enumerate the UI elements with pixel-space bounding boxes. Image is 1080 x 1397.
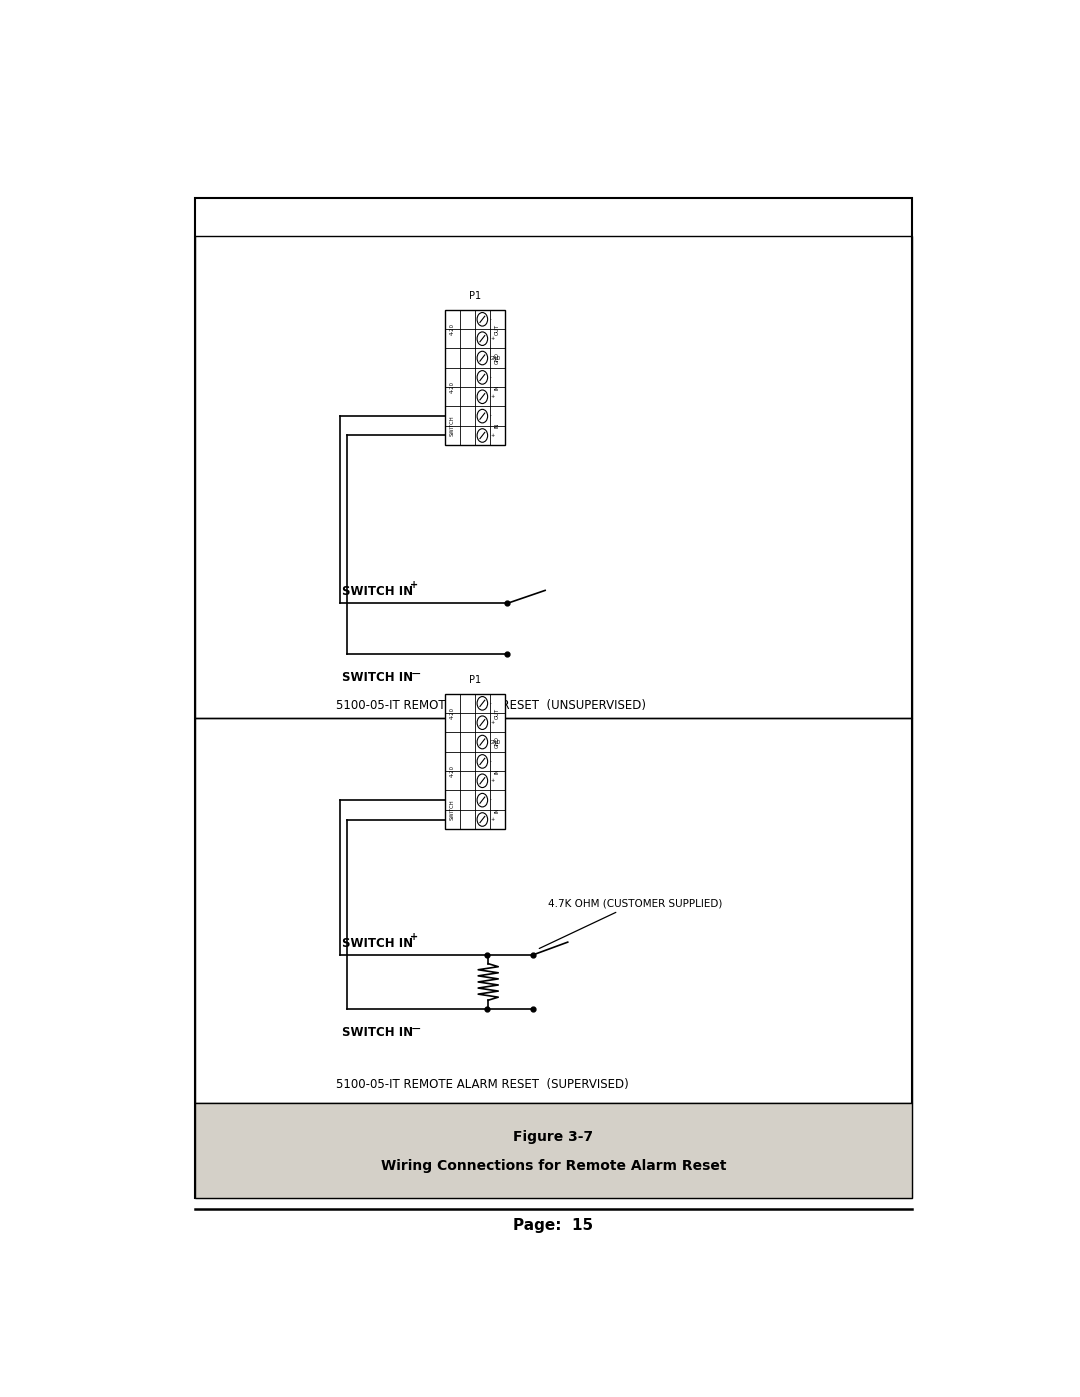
- Text: GND: GND: [490, 739, 501, 745]
- Text: IN: IN: [495, 384, 500, 390]
- Text: P1: P1: [469, 291, 481, 300]
- Text: -: -: [490, 414, 491, 419]
- Text: +: +: [490, 394, 495, 400]
- Text: −: −: [410, 1023, 421, 1035]
- Text: SWITCH IN: SWITCH IN: [341, 1025, 417, 1039]
- Text: GND: GND: [495, 736, 500, 747]
- Text: -: -: [490, 701, 491, 705]
- Text: 4.7K OHM (CUSTOMER SUPPLIED): 4.7K OHM (CUSTOMER SUPPLIED): [539, 898, 723, 949]
- Text: SWITCH IN: SWITCH IN: [341, 585, 413, 598]
- Text: SWITCH: SWITCH: [449, 799, 455, 820]
- Text: OUT: OUT: [495, 707, 500, 718]
- Text: P1: P1: [469, 675, 481, 685]
- Text: SWITCH IN: SWITCH IN: [341, 936, 413, 950]
- Text: 5100-05-IT REMOTE ALARM RESET  (SUPERVISED): 5100-05-IT REMOTE ALARM RESET (SUPERVISE…: [336, 1077, 629, 1091]
- Bar: [195, 718, 912, 1104]
- Text: -: -: [490, 798, 491, 803]
- Text: +: +: [410, 932, 418, 942]
- Text: +: +: [490, 778, 495, 784]
- Text: -: -: [490, 317, 491, 321]
- Bar: [445, 310, 505, 446]
- Text: IN: IN: [495, 807, 500, 813]
- Text: SWITCH IN: SWITCH IN: [341, 671, 417, 685]
- Text: +: +: [490, 721, 495, 725]
- Text: +: +: [490, 817, 495, 821]
- Bar: [195, 1104, 912, 1199]
- Text: OUT: OUT: [495, 324, 500, 334]
- Bar: [195, 198, 912, 1199]
- Text: 4-20: 4-20: [449, 323, 455, 335]
- Text: +: +: [490, 433, 495, 439]
- Text: 4-20: 4-20: [449, 707, 455, 719]
- Text: GND: GND: [495, 352, 500, 365]
- Text: Wiring Connections for Remote Alarm Reset: Wiring Connections for Remote Alarm Rese…: [381, 1160, 726, 1173]
- Text: 5100-05-IT REMOTE ALARM RESET  (UNSUPERVISED): 5100-05-IT REMOTE ALARM RESET (UNSUPERVI…: [336, 698, 646, 712]
- Text: 4-20: 4-20: [449, 381, 455, 393]
- Text: Page:  15: Page: 15: [513, 1218, 594, 1232]
- Bar: [445, 694, 505, 830]
- Bar: [195, 236, 912, 718]
- Text: IN: IN: [495, 768, 500, 774]
- Text: 4-20: 4-20: [449, 766, 455, 777]
- Text: Figure 3-7: Figure 3-7: [513, 1130, 594, 1144]
- Text: IN: IN: [495, 423, 500, 429]
- Text: −: −: [410, 668, 421, 680]
- Text: +: +: [410, 580, 418, 591]
- Text: -: -: [490, 374, 491, 380]
- Text: +: +: [490, 337, 495, 341]
- Text: GND: GND: [490, 356, 501, 360]
- Text: SWITCH: SWITCH: [449, 415, 455, 436]
- Text: -: -: [490, 759, 491, 764]
